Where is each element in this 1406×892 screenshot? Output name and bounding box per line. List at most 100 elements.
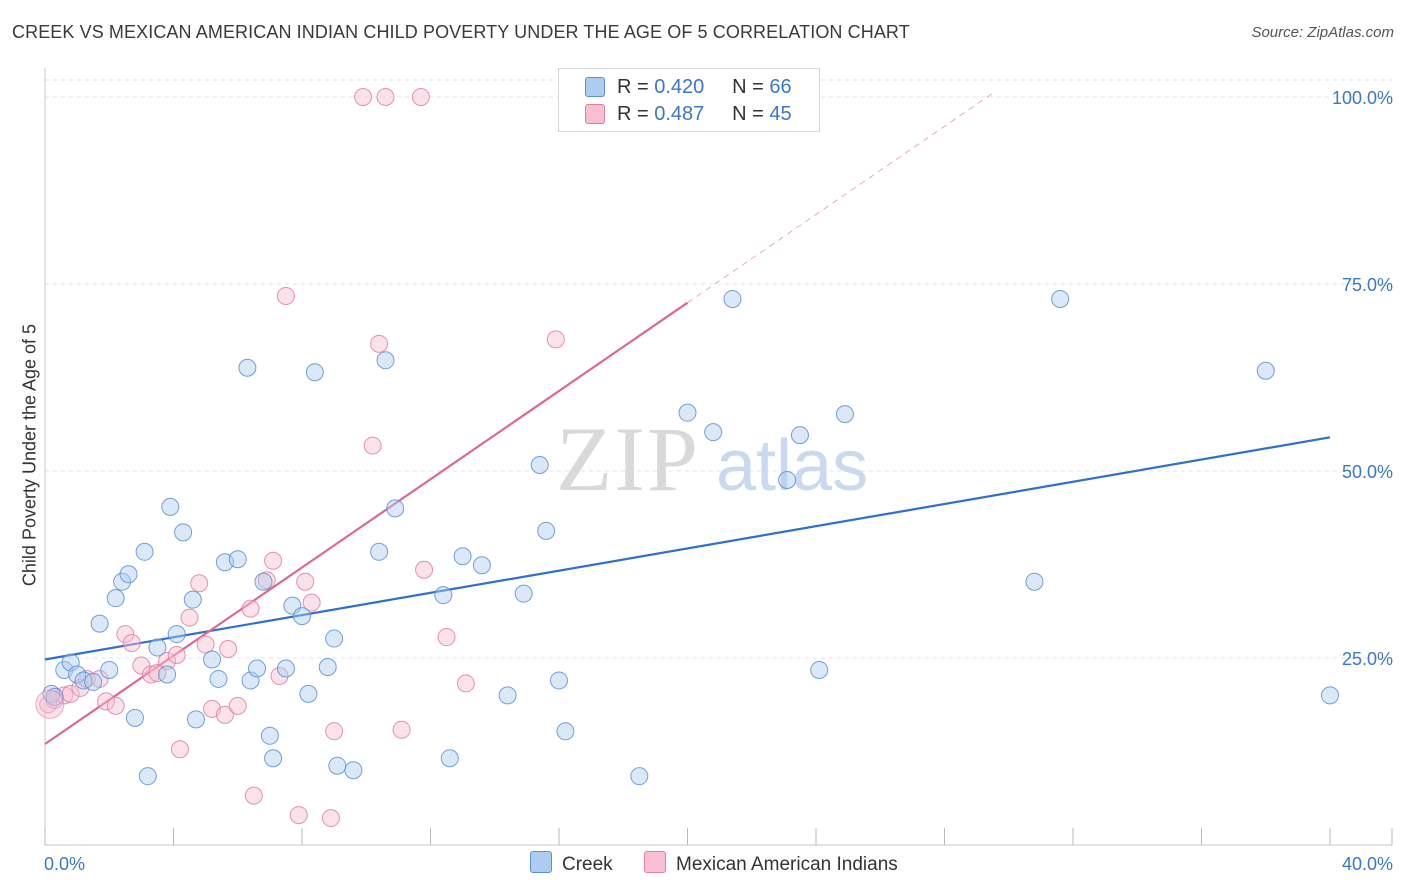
point-creek <box>811 661 828 678</box>
legend-swatch-creek <box>585 77 605 97</box>
point-creek <box>705 424 722 441</box>
point-mexican <box>438 629 455 646</box>
point-creek <box>319 658 336 675</box>
point-mexican <box>371 335 388 352</box>
point-creek <box>1257 362 1274 379</box>
point-creek <box>265 750 282 767</box>
point-creek <box>175 524 192 541</box>
point-mexican <box>297 573 314 590</box>
point-creek <box>538 522 555 539</box>
point-creek <box>149 639 166 656</box>
point-mexican <box>457 675 474 692</box>
point-mexican <box>168 647 185 664</box>
point-creek <box>187 711 204 728</box>
point-mexican <box>412 89 429 106</box>
legend-r-label: R = <box>617 103 649 125</box>
point-mexican <box>277 287 294 304</box>
point-creek <box>679 404 696 421</box>
point-creek <box>184 591 201 608</box>
point-creek <box>371 543 388 560</box>
point-mexican <box>220 641 237 658</box>
point-creek <box>1322 687 1339 704</box>
point-creek <box>435 587 452 604</box>
point-creek <box>107 590 124 607</box>
scatter-chart: ZIP atlas 25.0%50.0%75.0%100.0%0.0% 40.0% <box>0 0 1406 892</box>
y-tick-label: 100.0% <box>1332 88 1393 108</box>
point-creek <box>255 573 272 590</box>
point-creek <box>724 290 741 307</box>
point-mexican <box>355 89 372 106</box>
point-creek <box>473 557 490 574</box>
point-creek <box>326 630 343 647</box>
point-creek <box>306 364 323 381</box>
point-creek <box>261 727 278 744</box>
point-creek <box>91 615 108 632</box>
point-creek <box>387 500 404 517</box>
point-creek <box>345 762 362 779</box>
point-creek <box>329 757 346 774</box>
x-tick-label-max: 40.0% <box>1342 854 1393 874</box>
legend-swatch-mexican <box>585 104 605 124</box>
point-mexican <box>326 723 343 740</box>
legend-mexican-n: 45 <box>769 103 791 125</box>
y-tick-label: 75.0% <box>1342 275 1393 295</box>
point-creek <box>377 352 394 369</box>
point-creek <box>126 709 143 726</box>
y-tick-label: 25.0% <box>1342 649 1393 669</box>
watermark-zip: ZIP <box>556 408 700 510</box>
point-creek <box>120 566 137 583</box>
point-creek <box>294 608 311 625</box>
point-creek <box>168 626 185 643</box>
point-creek <box>101 661 118 678</box>
point-creek <box>136 543 153 560</box>
point-creek <box>229 551 246 568</box>
point-mexican <box>197 636 214 653</box>
point-creek <box>454 548 471 565</box>
point-creek <box>239 359 256 376</box>
point-mexican <box>229 697 246 714</box>
point-mexican <box>107 697 124 714</box>
point-creek <box>499 687 516 704</box>
point-creek <box>277 660 294 677</box>
bottom-legend-label-mexican: Mexican American Indians <box>676 854 898 875</box>
y-axis-label: Child Poverty Under the Age of 5 <box>20 324 41 586</box>
point-mexican <box>191 575 208 592</box>
point-creek <box>551 672 568 689</box>
point-mexican <box>245 787 262 804</box>
point-creek <box>779 471 796 488</box>
point-creek <box>441 750 458 767</box>
point-creek <box>139 768 156 785</box>
point-creek <box>85 673 102 690</box>
point-mexican-cluster <box>36 690 64 718</box>
point-creek <box>159 666 176 683</box>
point-creek <box>1026 573 1043 590</box>
point-creek <box>1052 290 1069 307</box>
point-mexican <box>181 609 198 626</box>
point-creek <box>631 768 648 785</box>
legend-n-label: N = <box>732 103 764 125</box>
stats-legend: R = 0.420 N = 66 R = 0.487 N = 45 <box>558 68 820 132</box>
point-creek <box>204 651 221 668</box>
point-mexican <box>322 810 339 827</box>
legend-creek-n: 66 <box>769 76 791 98</box>
trend-line-mexican <box>45 303 688 744</box>
bottom-legend-label-creek: Creek <box>562 854 613 875</box>
legend-n-label: N = <box>732 76 764 98</box>
point-creek <box>515 585 532 602</box>
point-creek <box>249 660 266 677</box>
point-creek <box>557 723 574 740</box>
point-creek <box>210 670 227 687</box>
point-mexican <box>393 721 410 738</box>
point-mexican <box>171 741 188 758</box>
x-tick-label-min: 0.0% <box>44 854 85 874</box>
legend-mexican-r: 0.487 <box>654 103 704 125</box>
point-creek <box>791 427 808 444</box>
legend-creek-r: 0.420 <box>654 76 704 98</box>
bottom-legend-swatch-creek <box>530 851 552 873</box>
bottom-legend-swatch-mexican <box>644 851 666 873</box>
point-mexican <box>416 561 433 578</box>
point-mexican <box>123 635 140 652</box>
point-mexican <box>547 331 564 348</box>
point-creek <box>162 498 179 515</box>
point-mexican <box>290 807 307 824</box>
